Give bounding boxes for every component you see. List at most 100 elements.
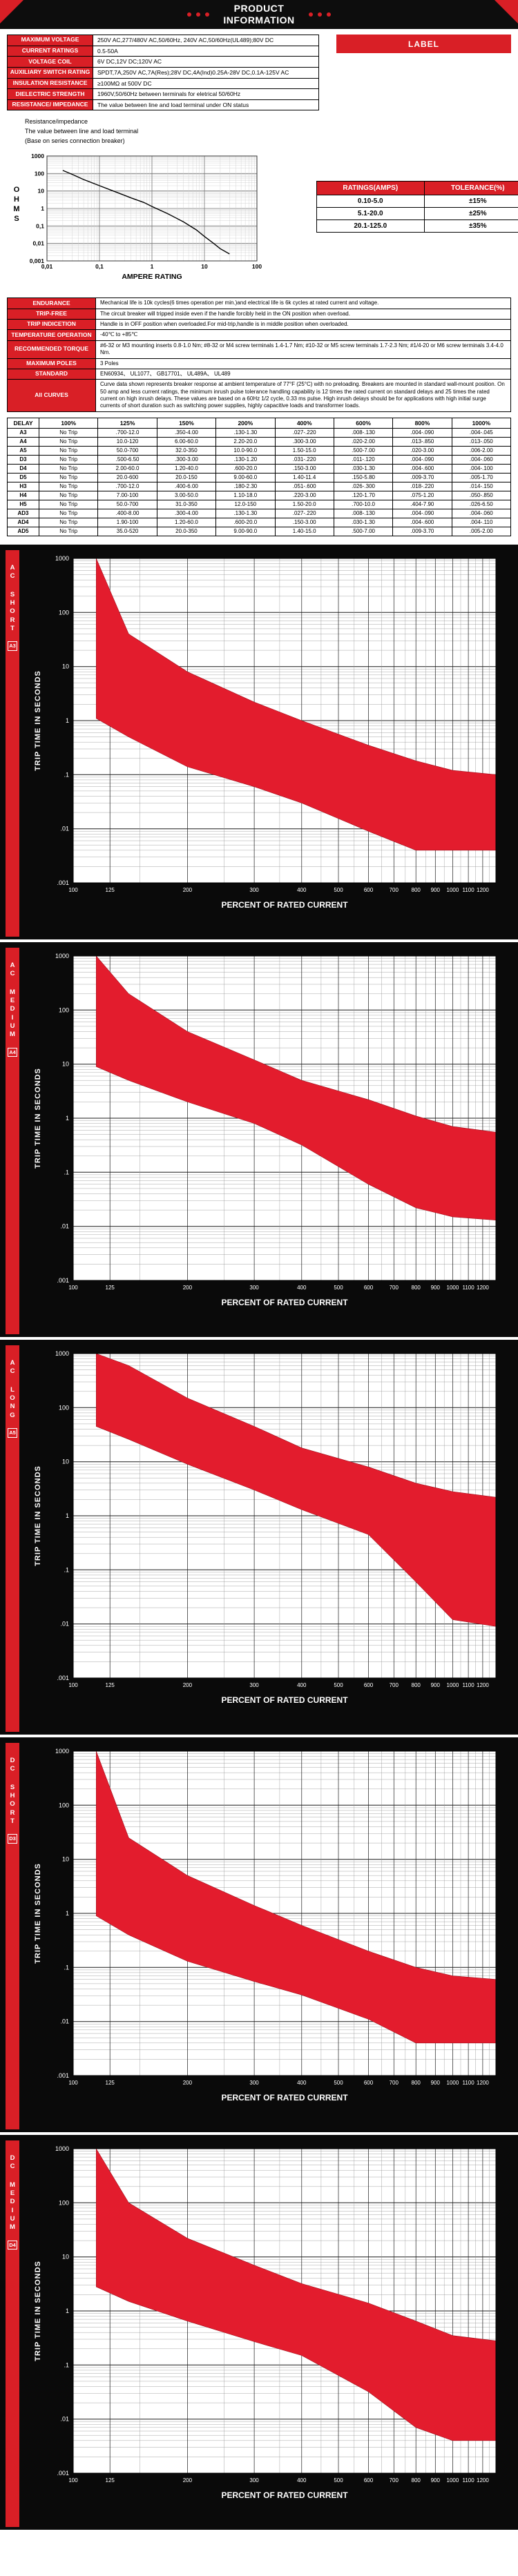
- svg-text:.1: .1: [64, 2361, 69, 2368]
- svg-text:PERCENT OF RATED CURRENT: PERCENT OF RATED CURRENT: [221, 2093, 348, 2102]
- cell: .051-.600: [274, 481, 334, 491]
- strip-letter: R: [10, 616, 15, 624]
- svg-text:100: 100: [68, 1285, 78, 1291]
- strip-letter: C: [10, 1765, 15, 1773]
- cell: No Trip: [38, 517, 99, 527]
- cell: 1.90-100: [97, 517, 157, 527]
- dot-icon: [308, 12, 313, 17]
- svg-text:100: 100: [68, 1682, 78, 1688]
- svg-text:10: 10: [201, 263, 208, 270]
- cell: .500-6.50: [97, 454, 157, 465]
- svg-text:.001: .001: [57, 2470, 69, 2477]
- note-line: (Base on series connection breaker): [25, 137, 125, 145]
- trip-chart-A5: 1000 100 10 1.1.01.001 100 125 200 300 400 500 600…: [19, 1345, 514, 1732]
- svg-text:600: 600: [364, 2080, 374, 2086]
- strip-letter: N: [10, 1403, 15, 1411]
- cell: .027-.220: [274, 427, 334, 438]
- table-row: H5 No Trip 50.0-700 31.0-350 12.0-150 1.50-20…: [7, 499, 512, 509]
- svg-text:500: 500: [334, 1285, 343, 1291]
- cell: .300-4.00: [156, 508, 217, 518]
- column-header: 150%: [156, 417, 217, 429]
- strip-letter: C: [10, 572, 15, 580]
- header-row: DELAY 100% 125% 150% 200% 400% 600% 800% 1000%: [7, 417, 512, 429]
- cell: AD3: [7, 508, 39, 518]
- svg-text:100: 100: [68, 2080, 78, 2086]
- strip-letter: A: [10, 961, 15, 969]
- cell: 1.40-11.4: [274, 472, 334, 482]
- cell: 0.10-5.0: [316, 195, 425, 208]
- svg-text:1100: 1100: [462, 1682, 474, 1688]
- cell: SPDT,7A,250V AC,7A(Res);28V DC,4A(Ind)0.…: [93, 66, 319, 79]
- cell: 1.20-40.0: [156, 463, 217, 474]
- cell: 31.0-350: [156, 499, 217, 509]
- cell: 1.20-60.0: [156, 517, 217, 527]
- svg-text:100: 100: [59, 2199, 69, 2206]
- section-label-strip: A C L O N G A5: [6, 1345, 19, 1732]
- cell: .013-.850: [392, 436, 452, 447]
- cell: 9.00-90.0: [215, 526, 276, 536]
- strip-letter: I: [11, 2206, 14, 2214]
- svg-text:TRIP TIME IN SECONDS: TRIP TIME IN SECONDS: [34, 2261, 42, 2361]
- cell: Handle is in OFF position when overloade…: [95, 318, 511, 331]
- svg-text:900: 900: [431, 887, 441, 893]
- svg-text:700: 700: [390, 1682, 399, 1688]
- cell: .150-5.80: [333, 472, 394, 482]
- cell: .018-.220: [392, 481, 452, 491]
- strip-letter: M: [10, 988, 15, 996]
- svg-text:.001: .001: [57, 2072, 69, 2079]
- svg-text:.01: .01: [60, 826, 69, 832]
- spec-table: MAXIMUM VOLTAGE 250V AC,277/480V AC,50/60…: [7, 35, 511, 111]
- cell: 3.00-50.0: [156, 490, 217, 500]
- details-section: ENDURANCE Mechanical life is 10k cycles(6…: [0, 293, 518, 415]
- svg-text:1: 1: [66, 1910, 69, 1917]
- tolerance-table: RATINGS(AMPS) TOLERANCE(%) 0.10-5.0 ±15% 5.1…: [316, 181, 518, 233]
- strip-letter: D: [10, 2154, 15, 2162]
- svg-text:.001: .001: [57, 1277, 69, 1284]
- cell: A4: [7, 436, 39, 447]
- svg-text:500: 500: [334, 2477, 343, 2484]
- strip-letter: S: [10, 1783, 15, 1791]
- strip-letter: E: [10, 996, 15, 1004]
- svg-text:800: 800: [412, 2080, 421, 2086]
- table-row: H4 No Trip 7.00-100 3.00-50.0 1.10-18.0.220-…: [7, 490, 512, 500]
- svg-text:1000: 1000: [55, 555, 69, 562]
- svg-text:700: 700: [390, 2080, 399, 2086]
- cell: 20.0-600: [97, 472, 157, 482]
- svg-text:PERCENT OF RATED CURRENT: PERCENT OF RATED CURRENT: [221, 1695, 348, 1705]
- row-label: RECOMMENDED TORQUE: [7, 340, 96, 359]
- cell: No Trip: [38, 490, 99, 500]
- cell: ±15%: [423, 195, 518, 208]
- dot-icon: [196, 12, 201, 17]
- cell: .700-12.0: [97, 481, 157, 491]
- svg-text:1000: 1000: [447, 887, 459, 893]
- table-row: AD4 No Trip 1.90-100 1.20-60.0.600-20.0.150…: [7, 517, 512, 527]
- cell: .011-.120: [333, 454, 394, 465]
- svg-text:1100: 1100: [462, 887, 474, 893]
- label-box: LABEL: [336, 35, 511, 53]
- cell: .026-6.50: [451, 499, 512, 509]
- table-row: 5.1-20.0 ±25%: [316, 207, 518, 221]
- svg-text:1200: 1200: [477, 1682, 489, 1688]
- cell: No Trip: [38, 427, 99, 438]
- cell: .600-20.0: [215, 517, 276, 527]
- cell: .180-2.30: [215, 481, 276, 491]
- svg-text:TRIP TIME IN SECONDS: TRIP TIME IN SECONDS: [34, 1465, 42, 1566]
- strip-letter: M: [10, 1031, 15, 1039]
- svg-text:125: 125: [106, 2477, 115, 2484]
- cell: 35.0-520: [97, 526, 157, 536]
- corner-triangle-right-icon: [495, 0, 518, 23]
- table-row: AD5 No Trip 35.0-520 20.0-350 9.00-90.0 1.40-…: [7, 526, 512, 536]
- cell: .120-1.70: [333, 490, 394, 500]
- delay-code-badge: A5: [8, 1427, 17, 1438]
- cell: The value between line and load terminal…: [93, 99, 319, 111]
- svg-text:800: 800: [412, 1682, 421, 1688]
- delay-code-badge: A4: [8, 1047, 17, 1057]
- strip-letter: U: [10, 2214, 15, 2223]
- cell: No Trip: [38, 445, 99, 456]
- trip-curve-section-A3: A C S H O R T A3 1000 100 10 1.1.01.001 100 125 200 300…: [0, 544, 518, 939]
- svg-text:PERCENT OF RATED CURRENT: PERCENT OF RATED CURRENT: [221, 1298, 348, 1307]
- cell: H5: [7, 499, 39, 509]
- strip-letter: O: [10, 607, 15, 616]
- svg-text:100: 100: [252, 263, 262, 270]
- cell: AD5: [7, 526, 39, 536]
